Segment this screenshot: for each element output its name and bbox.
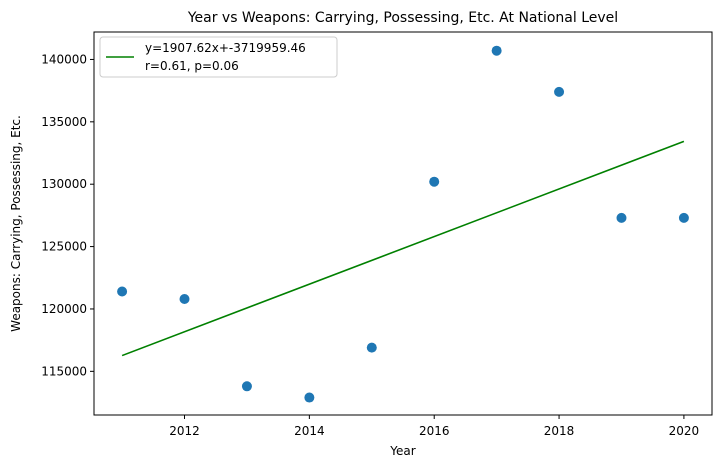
- y-axis: 115000 120000 125000 130000 135000 140000: [41, 52, 94, 378]
- x-axis: 2012 2014 2016 2018 2020: [169, 415, 699, 438]
- legend-box: [99, 36, 338, 78]
- x-tick-label: 2014: [294, 424, 325, 438]
- data-point: [429, 176, 440, 187]
- y-tick-label: 130000: [41, 177, 87, 191]
- scatter-points: [117, 45, 689, 403]
- data-point: [678, 212, 689, 223]
- fit-line: [121, 140, 685, 357]
- x-tick-label: 2016: [419, 424, 450, 438]
- data-point: [491, 45, 502, 56]
- y-tick-label: 120000: [41, 302, 87, 316]
- y-tick-label: 140000: [41, 52, 87, 66]
- x-axis-label: Year: [389, 444, 415, 458]
- legend: y=1907.62x+-3719959.46 r=0.61, p=0.06: [99, 36, 338, 78]
- data-point: [179, 293, 190, 304]
- data-point: [117, 286, 128, 297]
- y-axis-label: Weapons: Carrying, Possessing, Etc.: [9, 115, 23, 332]
- data-point: [241, 381, 252, 392]
- x-tick-label: 2018: [544, 424, 575, 438]
- y-tick-label: 115000: [41, 364, 87, 378]
- y-tick-label: 125000: [41, 240, 87, 254]
- data-point: [554, 86, 565, 97]
- plot-area: [93, 31, 713, 416]
- data-point: [616, 212, 627, 223]
- data-point: [366, 342, 377, 353]
- y-tick-label: 135000: [41, 115, 87, 129]
- legend-stats: r=0.61, p=0.06: [145, 59, 239, 73]
- data-point: [304, 392, 315, 403]
- x-tick-label: 2020: [669, 424, 700, 438]
- plot-frame: [93, 31, 713, 416]
- legend-equation: y=1907.62x+-3719959.46: [145, 41, 306, 55]
- chart-title: Year vs Weapons: Carrying, Possessing, E…: [187, 10, 618, 26]
- x-tick-label: 2012: [169, 424, 200, 438]
